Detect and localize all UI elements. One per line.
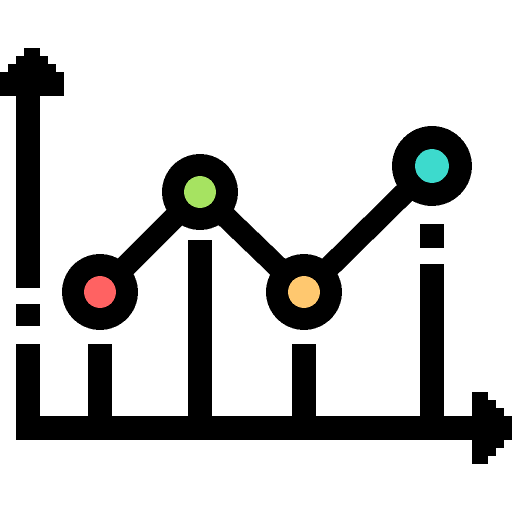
data-point-teal bbox=[392, 126, 472, 206]
data-point-red bbox=[62, 254, 138, 330]
data-point-orange bbox=[266, 254, 342, 330]
stem-2 bbox=[188, 240, 212, 424]
chart-line bbox=[92, 158, 440, 300]
y-axis-line bbox=[16, 88, 40, 288]
x-axis-arrow-icon bbox=[472, 392, 512, 464]
y-axis bbox=[0, 48, 64, 440]
x-axis-line bbox=[16, 416, 480, 440]
stem-3 bbox=[292, 344, 316, 424]
stem-1 bbox=[88, 344, 112, 424]
y-axis-dash bbox=[16, 304, 40, 326]
y-axis-arrow-icon bbox=[0, 48, 64, 96]
chart-stems bbox=[88, 224, 444, 424]
data-points bbox=[62, 126, 472, 330]
stem-4-dash bbox=[420, 224, 444, 248]
x-axis bbox=[16, 392, 512, 464]
data-point-green bbox=[162, 154, 238, 230]
stem-4 bbox=[420, 264, 444, 424]
